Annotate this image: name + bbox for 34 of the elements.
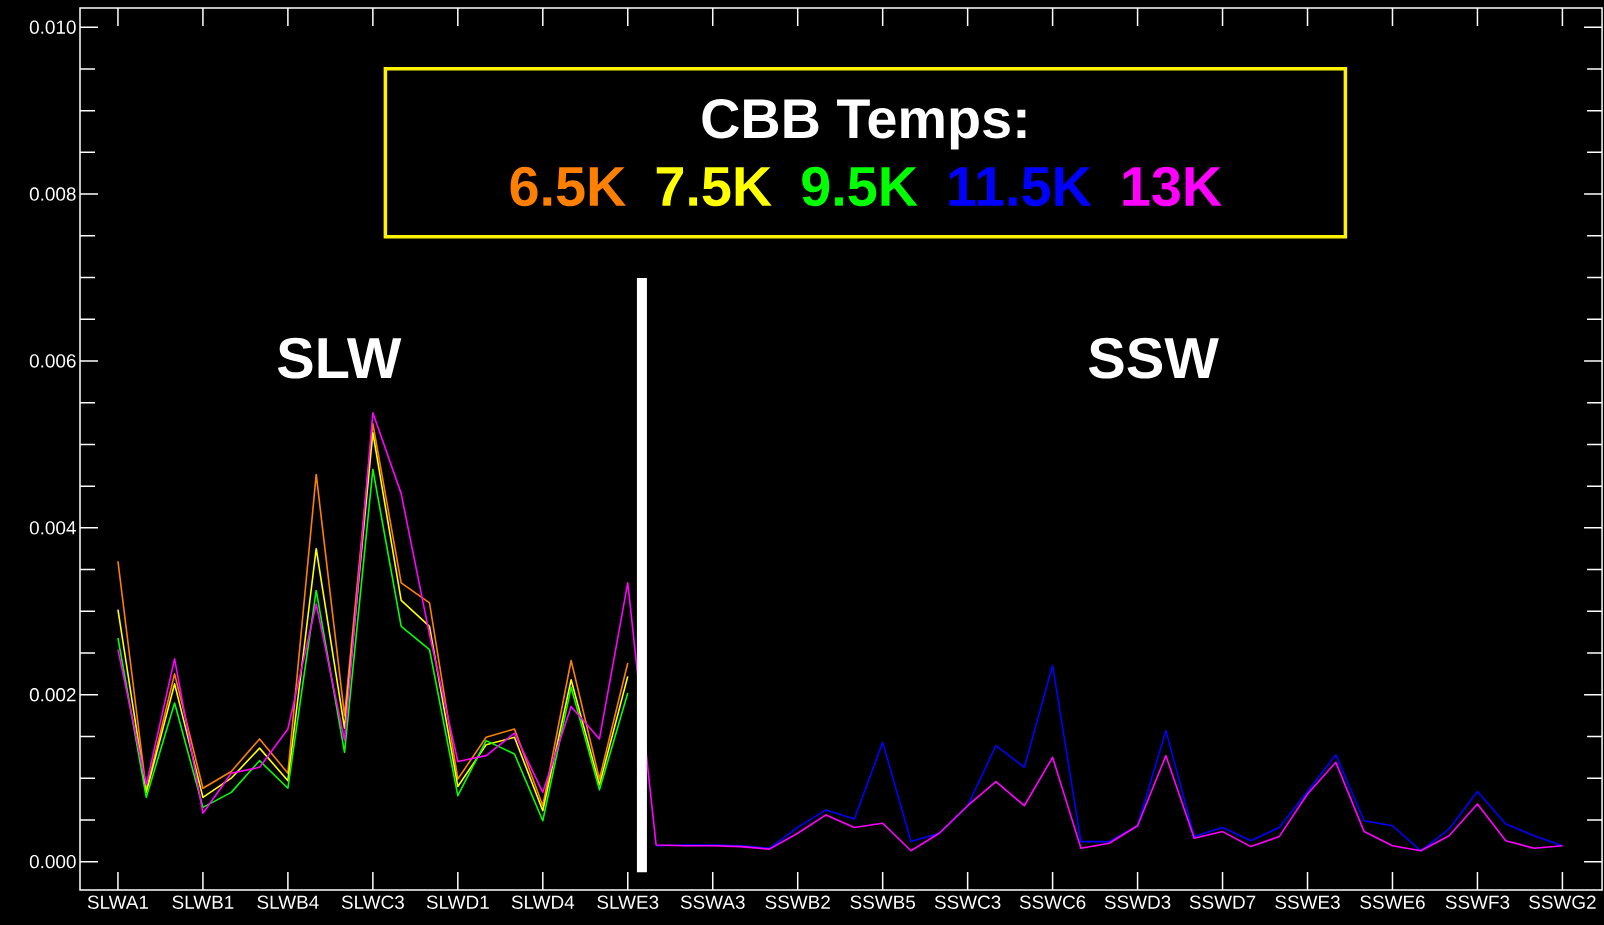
legend-title: CBB Temps: — [702, 98, 1026, 150]
y-tick-label: 0.002 — [29, 688, 76, 702]
x-tick-label: SSWG2 — [1529, 895, 1596, 909]
x-tick-label: SLWD4 — [511, 895, 575, 909]
x-tick-label: SSWA3 — [680, 895, 745, 909]
text: 11.5K — [949, 167, 1092, 207]
annotation: SSW — [1088, 337, 1219, 379]
x-tick-label: SSWD7 — [1189, 895, 1256, 909]
text: 9.5K — [802, 166, 918, 207]
x-tick-label: SSWD3 — [1104, 895, 1171, 909]
line-series — [655, 664, 1564, 852]
x-tick-label: SSWB5 — [850, 895, 916, 909]
text: 6.5K — [510, 166, 626, 207]
y-tick-label: 0.006 — [29, 354, 76, 368]
line-series — [117, 411, 1564, 852]
x-tick-label: SSWE6 — [1360, 895, 1425, 909]
x-tick-label: SSWF3 — [1445, 895, 1510, 909]
x-tick-label: SSWC6 — [1019, 895, 1086, 909]
y-tick-label: 0.004 — [29, 521, 76, 535]
x-tick-label: SSWC3 — [934, 895, 1001, 909]
x-tick-label: SSWE3 — [1275, 895, 1340, 909]
text: 13K — [1123, 166, 1222, 207]
x-tick-label: SSWB2 — [765, 895, 830, 909]
x-tick-label: SLWB4 — [257, 895, 319, 909]
x-tick-label: SLWE3 — [597, 895, 659, 909]
x-tick-label: SLWC3 — [341, 895, 404, 909]
y-tick-label: 0.008 — [29, 187, 76, 201]
y-tick-label: 0.010 — [29, 20, 76, 34]
annotation: SLW — [277, 337, 402, 379]
x-tick-label: SLWB1 — [172, 895, 234, 909]
y-tick-label: 0.000 — [29, 854, 76, 869]
text: 7.5K — [656, 167, 772, 207]
x-tick-label: SLWD1 — [426, 895, 489, 909]
x-tick-label: SLWA1 — [87, 895, 149, 909]
